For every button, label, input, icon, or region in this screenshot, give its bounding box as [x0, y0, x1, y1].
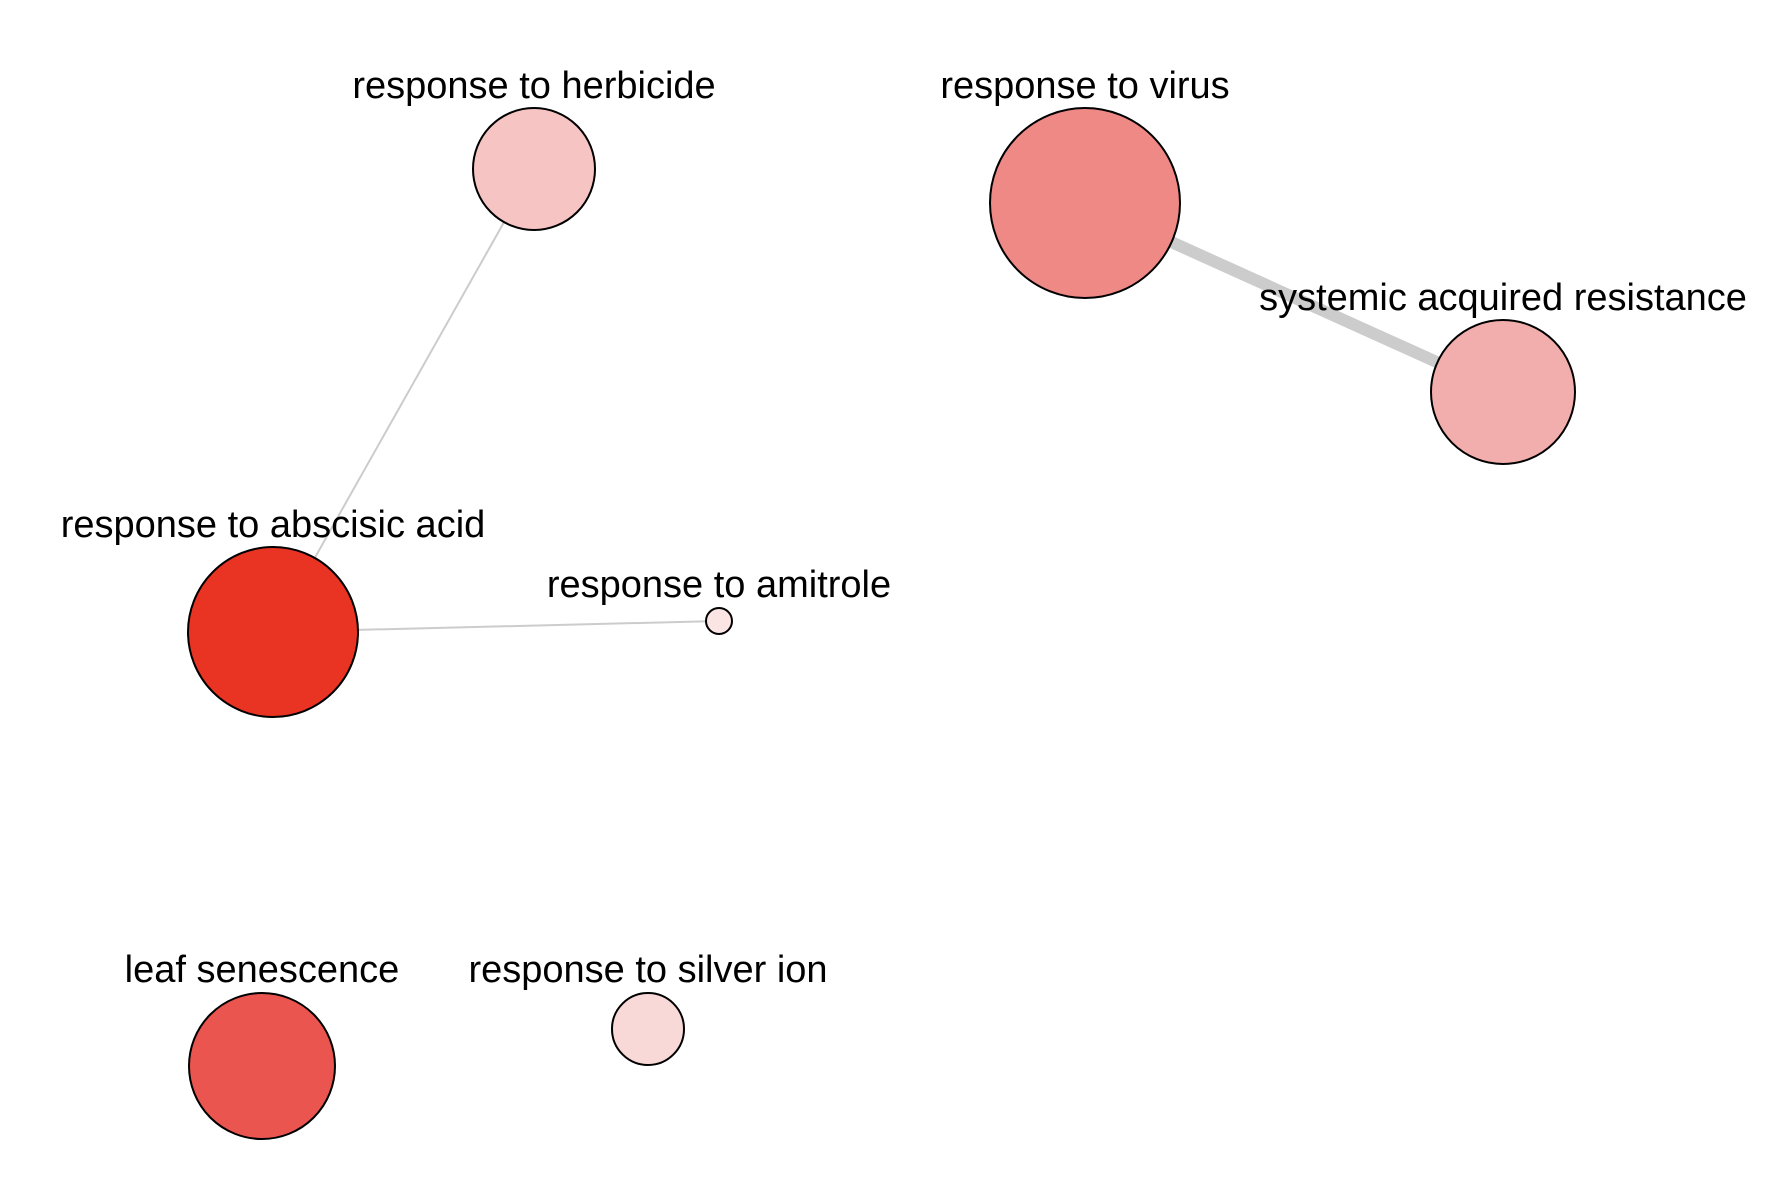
node-sar[interactable] [1430, 319, 1576, 465]
node-aba[interactable] [187, 546, 359, 718]
node-virus[interactable] [989, 107, 1181, 299]
labels-layer: response to herbicide response to virus sy… [61, 65, 1747, 991]
node-label-senescence: leaf senescence [125, 949, 400, 991]
edges-layer [272, 168, 1506, 633]
node-herbicide[interactable] [472, 107, 596, 231]
node-label-amitrole: response to amitrole [547, 564, 891, 606]
node-senescence[interactable] [188, 992, 336, 1140]
node-label-sar: systemic acquired resistance [1259, 277, 1747, 319]
node-label-herbicide: response to herbicide [352, 65, 715, 107]
node-silver[interactable] [611, 992, 685, 1066]
node-amitrole[interactable] [705, 607, 733, 635]
nodes-layer [187, 107, 1576, 1140]
node-label-silver: response to silver ion [468, 949, 827, 991]
edge-herbicide-aba [272, 168, 535, 633]
node-label-aba: response to abscisic acid [61, 504, 486, 546]
node-label-virus: response to virus [940, 65, 1229, 107]
